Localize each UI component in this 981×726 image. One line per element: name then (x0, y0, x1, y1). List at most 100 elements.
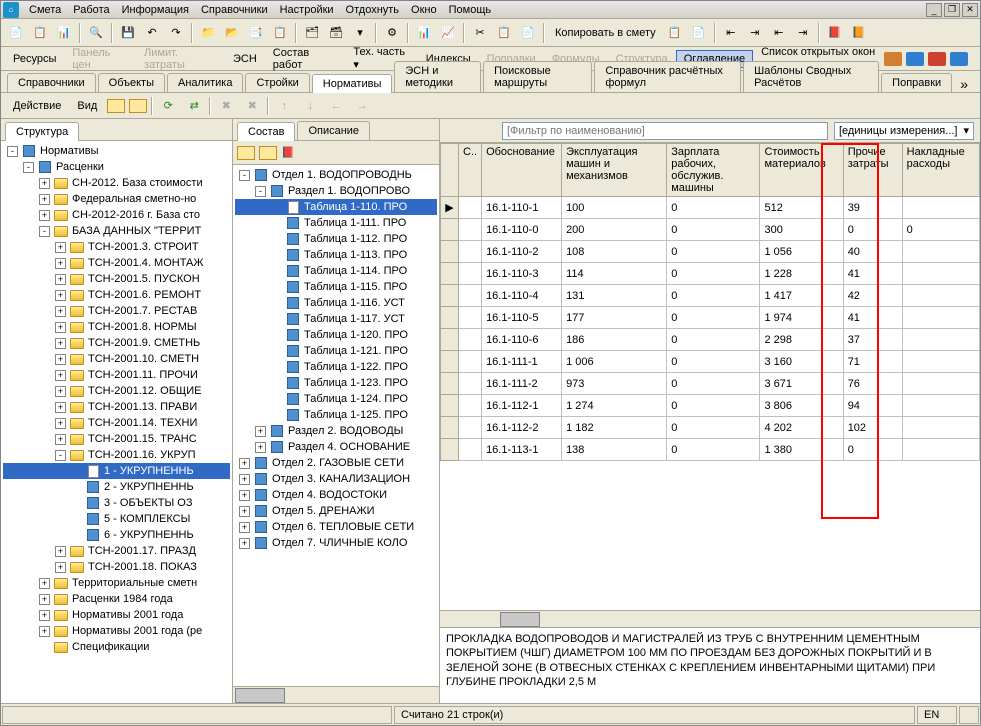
grid-cell[interactable] (441, 329, 459, 351)
tree-row[interactable]: +ТСН-2001.6. РЕМОНТ (3, 287, 230, 303)
expand-icon[interactable]: - (239, 170, 250, 181)
tree-row[interactable]: +Отдел 2. ГАЗОВЫЕ СЕТИ (235, 455, 437, 471)
tool-icon[interactable]: ⇤ (768, 22, 790, 44)
table-row[interactable]: 16.1-113-113801 3800 (441, 439, 980, 461)
tree-row[interactable]: -Нормативы (3, 143, 230, 159)
grid-cell[interactable]: 0 (667, 285, 760, 307)
grid-cell[interactable] (441, 373, 459, 395)
grid-cell[interactable]: 0 (667, 263, 760, 285)
folder-icon[interactable] (129, 99, 147, 113)
tree-row[interactable]: +Нормативы 2001 года (3, 607, 230, 623)
grid-cell[interactable]: 0 (667, 197, 760, 219)
grid-cell[interactable] (441, 417, 459, 439)
expand-icon[interactable]: + (39, 178, 50, 189)
grid-cell[interactable]: 16.1-111-1 (482, 351, 562, 373)
grid-cell[interactable]: 16.1-110-3 (482, 263, 562, 285)
tool-icon[interactable]: ▾ (349, 22, 371, 44)
grid-cell[interactable] (441, 241, 459, 263)
tree-row[interactable]: Таблица 1-125. ПРО (235, 407, 437, 423)
expand-icon[interactable]: + (55, 258, 66, 269)
grid-cell[interactable]: 200 (562, 219, 667, 241)
grid-cell[interactable]: 138 (562, 439, 667, 461)
tree-row[interactable]: Таблица 1-113. ПРО (235, 247, 437, 263)
cut-icon[interactable]: ✂ (469, 22, 491, 44)
tree-row[interactable]: +ТСН-2001.18. ПОКАЗ (3, 559, 230, 575)
tree-row[interactable]: +Расценки 1984 года (3, 591, 230, 607)
tool-icon[interactable]: 📋 (29, 22, 51, 44)
expand-icon[interactable] (271, 346, 282, 357)
grid-cell[interactable]: 2 298 (760, 329, 843, 351)
toolbar-color-icon[interactable] (928, 52, 946, 66)
table-row[interactable]: 16.1-110-517701 97441 (441, 307, 980, 329)
tool-icon[interactable]: 📁 (197, 22, 219, 44)
close-button[interactable]: ✕ (962, 3, 978, 17)
grid-cell[interactable]: 186 (562, 329, 667, 351)
expand-icon[interactable]: + (39, 210, 50, 221)
action-menu[interactable]: Действие (7, 98, 67, 114)
grid-cell[interactable] (459, 439, 482, 461)
expand-icon[interactable]: + (239, 490, 250, 501)
grid-cell[interactable] (441, 285, 459, 307)
table-row[interactable]: 16.1-111-297303 67176 (441, 373, 980, 395)
toolbar-item[interactable]: Состав работ (265, 44, 346, 74)
grid-cell[interactable]: 100 (562, 197, 667, 219)
search-icon[interactable]: 🔍 (85, 22, 107, 44)
tool-icon[interactable]: 📋 (269, 22, 291, 44)
grid-cell[interactable] (441, 395, 459, 417)
grid-cell[interactable]: 16.1-110-0 (482, 219, 562, 241)
menu-item[interactable]: Смета (23, 2, 67, 18)
grid-cell[interactable] (441, 439, 459, 461)
tree-row[interactable]: -БАЗА ДАННЫХ "ТЕРРИТ (3, 223, 230, 239)
grid-cell[interactable] (441, 351, 459, 373)
grid-cell[interactable] (459, 351, 482, 373)
grid-cell[interactable]: 114 (562, 263, 667, 285)
grid-cell[interactable]: 0 (667, 395, 760, 417)
up-icon[interactable]: ↑ (273, 95, 295, 117)
grid-cell[interactable]: 37 (843, 329, 902, 351)
grid-cell[interactable]: ▶ (441, 197, 459, 219)
grid-cell[interactable] (902, 197, 979, 219)
grid-cell[interactable] (459, 263, 482, 285)
units-combo[interactable]: [единицы измерения...]▾ (834, 122, 974, 140)
tree-row[interactable]: Таблица 1-121. ПРО (235, 343, 437, 359)
tree-row[interactable]: +ТСН-2001.5. ПУСКОН (3, 271, 230, 287)
grid-cell[interactable]: 16.1-110-1 (482, 197, 562, 219)
tree-row[interactable]: +Отдел 3. КАНАЛИЗАЦИОН (235, 471, 437, 487)
expand-icon[interactable]: + (55, 546, 66, 557)
expand-icon[interactable]: + (239, 474, 250, 485)
folder-icon[interactable] (259, 146, 277, 160)
grid-header[interactable]: Обоснование (482, 144, 562, 197)
tool-icon[interactable]: 🗃 (325, 22, 347, 44)
tree-row[interactable]: -ТСН-2001.16. УКРУП (3, 447, 230, 463)
menu-item[interactable]: Работа (67, 2, 115, 18)
table-row[interactable]: 16.1-112-21 18204 202102 (441, 417, 980, 439)
book-icon[interactable]: 📕 (281, 146, 295, 159)
copy-icon[interactable]: 📋 (493, 22, 515, 44)
expand-icon[interactable]: + (55, 274, 66, 285)
toolbar-color-icon[interactable] (950, 52, 968, 66)
expand-icon[interactable]: - (255, 186, 266, 197)
grid-cell[interactable]: 16.1-110-2 (482, 241, 562, 263)
expand-icon[interactable]: + (39, 626, 50, 637)
grid-header[interactable]: Зарплата рабочих, обслужив. машины (667, 144, 760, 197)
tree-row[interactable]: +Отдел 7. ЧЛИЧНЫЕ КОЛО (235, 535, 437, 551)
tab[interactable]: Шаблоны Сводных Расчётов (743, 61, 879, 92)
expand-icon[interactable]: + (239, 522, 250, 533)
paste-icon[interactable]: 📄 (517, 22, 539, 44)
table-row[interactable]: ▶16.1-110-1100051239 (441, 197, 980, 219)
grid-cell[interactable] (902, 307, 979, 329)
redo-icon[interactable]: ↷ (165, 22, 187, 44)
tree-row[interactable]: -Отдел 1. ВОДОПРОВОДНЬ (235, 167, 437, 183)
expand-icon[interactable] (271, 298, 282, 309)
tree-row[interactable]: +ТСН-2001.7. РЕСТАВ (3, 303, 230, 319)
tab[interactable]: Поисковые маршруты (483, 61, 592, 92)
tree-row[interactable]: +Федеральная сметно-но (3, 191, 230, 207)
grid-cell[interactable] (459, 373, 482, 395)
tree-row[interactable]: Таблица 1-117. УСТ (235, 311, 437, 327)
left-tree[interactable]: -Нормативы-Расценки+СН-2012. База стоимо… (1, 141, 232, 703)
undo-icon[interactable]: ↶ (141, 22, 163, 44)
tree-row[interactable]: 3 - ОБЪЕКТЫ ОЗ (3, 495, 230, 511)
filter-input[interactable] (502, 122, 828, 140)
grid-cell[interactable]: 0 (667, 373, 760, 395)
menu-item[interactable]: Окно (405, 2, 443, 18)
